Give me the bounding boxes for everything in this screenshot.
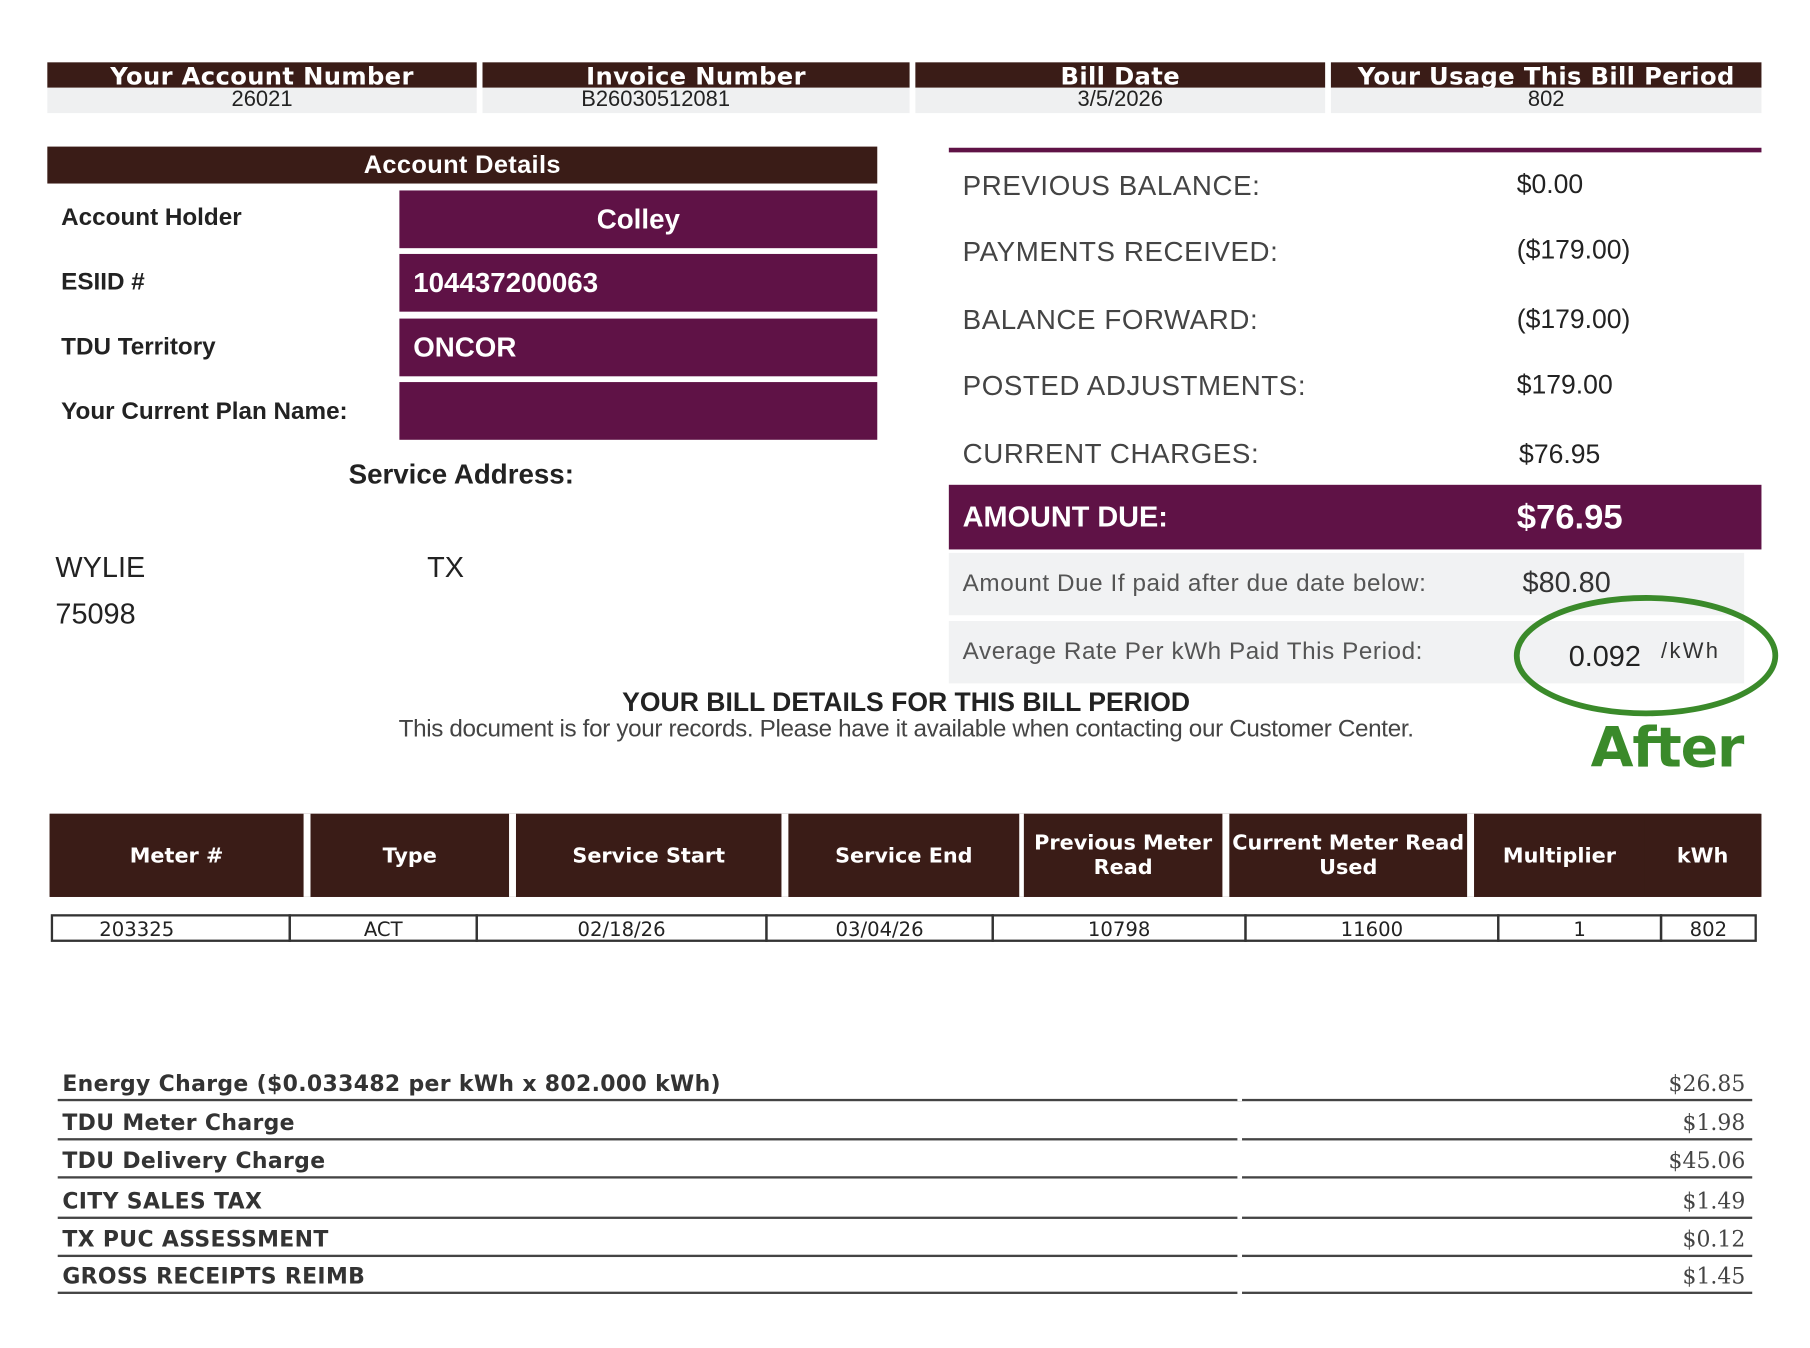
avg-rate-label: Average Rate Per kWh Paid This Period: xyxy=(962,638,1423,665)
table-row: 203325 ACT 02/18/26 03/04/26 10798 11600… xyxy=(50,914,1757,944)
usage-value: 802 xyxy=(1330,87,1762,114)
cell-kwh: 802 xyxy=(1659,914,1757,942)
charge-row: TDU Meter Charge $1.98 xyxy=(57,1101,1753,1141)
amount-due-value: $76.95 xyxy=(1516,498,1623,537)
cell-type: ACT xyxy=(288,914,478,942)
cell-meter: 203325 xyxy=(50,914,291,942)
charge-row: TDU Delivery Charge $45.06 xyxy=(57,1139,1753,1179)
service-city: WYLIE xyxy=(55,551,146,585)
cell-multiplier: 1 xyxy=(1497,914,1663,942)
service-address-label: Service Address: xyxy=(348,459,574,491)
charge-amount: $0.12 xyxy=(1682,1227,1746,1253)
bill-date-value: 3/5/2026 xyxy=(915,87,1326,114)
avg-rate-row: Average Rate Per kWh Paid This Period: 0… xyxy=(948,621,1745,684)
tdu-territory-label: TDU Territory xyxy=(61,333,216,361)
account-holder-label: Account Holder xyxy=(61,204,242,231)
cell-service-start: 02/18/26 xyxy=(475,914,768,942)
charge-amount: $1.45 xyxy=(1682,1263,1746,1290)
charge-amount: $26.85 xyxy=(1668,1071,1746,1097)
tdu-territory-value: ONCOR xyxy=(399,318,878,377)
meter-table-header: Meter # Type Service Start Service End P… xyxy=(49,813,1762,897)
summary-top-rule xyxy=(948,147,1762,153)
cell-service-end: 03/04/26 xyxy=(765,914,994,942)
account-details-title: Account Details xyxy=(47,146,878,184)
charge-row: CITY SALES TAX $1.49 xyxy=(57,1180,1753,1219)
annotation-circle xyxy=(1513,595,1779,717)
col-type: Type xyxy=(310,813,510,897)
balance-forward-value: ($179.00) xyxy=(1516,303,1631,334)
avg-rate-value: 0.092 xyxy=(1568,640,1641,673)
account-number-header: Your Account Number xyxy=(47,62,477,90)
current-charges-value: $76.95 xyxy=(1519,438,1601,469)
service-state: TX xyxy=(427,551,464,585)
cell-current-read: 11600 xyxy=(1244,914,1500,942)
invoice-number-value: B26030512081 xyxy=(482,87,910,114)
plan-name-value xyxy=(399,382,878,440)
bill-date-header: Bill Date xyxy=(915,62,1326,90)
charge-name: GROSS RECEIPTS REIMB xyxy=(62,1263,366,1290)
posted-adjustments-value: $179.00 xyxy=(1516,369,1613,400)
bill-details-subtitle: This document is for your records. Pleas… xyxy=(398,715,1414,743)
charge-name: TDU Meter Charge xyxy=(62,1110,295,1136)
col-multiplier: Multiplier xyxy=(1474,813,1645,897)
col-kwh: kWh xyxy=(1644,813,1761,897)
amount-due-bar: AMOUNT DUE: $76.95 xyxy=(948,484,1762,550)
usage-header: Your Usage This Bill Period xyxy=(1330,62,1762,90)
charge-name: CITY SALES TAX xyxy=(62,1188,263,1215)
col-current-read: Current Meter Read Used xyxy=(1229,813,1468,897)
charge-row: TX PUC ASSESSMENT $0.12 xyxy=(57,1218,1753,1258)
col-service-start: Service Start xyxy=(515,813,782,897)
payments-received-label: PAYMENTS RECEIVED: xyxy=(962,236,1279,268)
invoice-number-header: Invoice Number xyxy=(482,62,910,90)
cell-previous-read: 10798 xyxy=(991,914,1247,942)
col-previous-read: Previous Meter Read xyxy=(1023,813,1223,897)
charge-amount: $45.06 xyxy=(1668,1148,1746,1174)
charge-row: GROSS RECEIPTS REIMB $1.45 xyxy=(57,1255,1753,1294)
late-amount-value: $80.80 xyxy=(1522,566,1611,600)
bill-details-title: YOUR BILL DETAILS FOR THIS BILL PERIOD xyxy=(622,686,1191,717)
plan-name-label: Your Current Plan Name: xyxy=(61,398,348,425)
posted-adjustments-label: POSTED ADJUSTMENTS: xyxy=(962,370,1307,402)
account-number-value: 26021 xyxy=(47,87,477,114)
previous-balance-value: $0.00 xyxy=(1516,168,1584,199)
payments-received-value: ($179.00) xyxy=(1516,234,1631,265)
col-meter: Meter # xyxy=(49,813,304,897)
annotation-label: After xyxy=(1590,715,1745,781)
col-service-end: Service End xyxy=(788,813,1020,897)
esiid-label: ESIID # xyxy=(61,268,145,296)
current-charges-label: CURRENT CHARGES: xyxy=(962,438,1260,470)
account-holder-value: Colley xyxy=(399,190,878,249)
late-amount-label: Amount Due If paid after due date below: xyxy=(962,570,1427,597)
esiid-value: 104437200063 xyxy=(399,253,878,312)
charge-row: Energy Charge ($0.033482 per kWh x 802.0… xyxy=(57,1062,1753,1102)
charge-amount: $1.49 xyxy=(1682,1188,1746,1215)
service-zip: 75098 xyxy=(55,597,136,631)
avg-rate-unit: /kWh xyxy=(1661,639,1721,664)
amount-due-label: AMOUNT DUE: xyxy=(962,500,1168,534)
charge-name: TDU Delivery Charge xyxy=(62,1148,326,1174)
previous-balance-label: PREVIOUS BALANCE: xyxy=(962,170,1261,203)
balance-forward-label: BALANCE FORWARD: xyxy=(962,304,1259,336)
late-amount-row: Amount Due If paid after due date below:… xyxy=(948,552,1745,616)
charge-name: TX PUC ASSESSMENT xyxy=(62,1227,329,1253)
charge-amount: $1.98 xyxy=(1682,1110,1746,1136)
charge-name: Energy Charge ($0.033482 per kWh x 802.0… xyxy=(62,1071,721,1097)
